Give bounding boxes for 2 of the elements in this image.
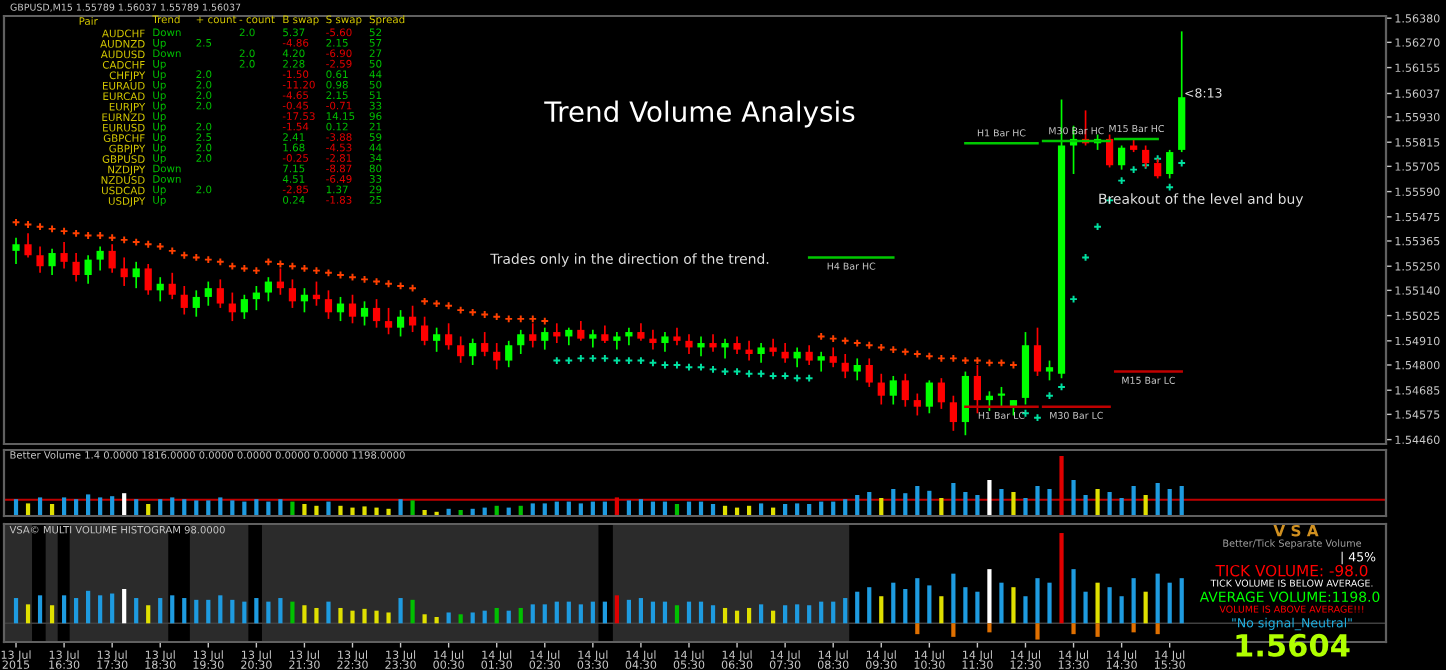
annotation: 1.5604 — [1236, 633, 1350, 657]
annotation: Trend Volume Analysis — [544, 100, 855, 128]
